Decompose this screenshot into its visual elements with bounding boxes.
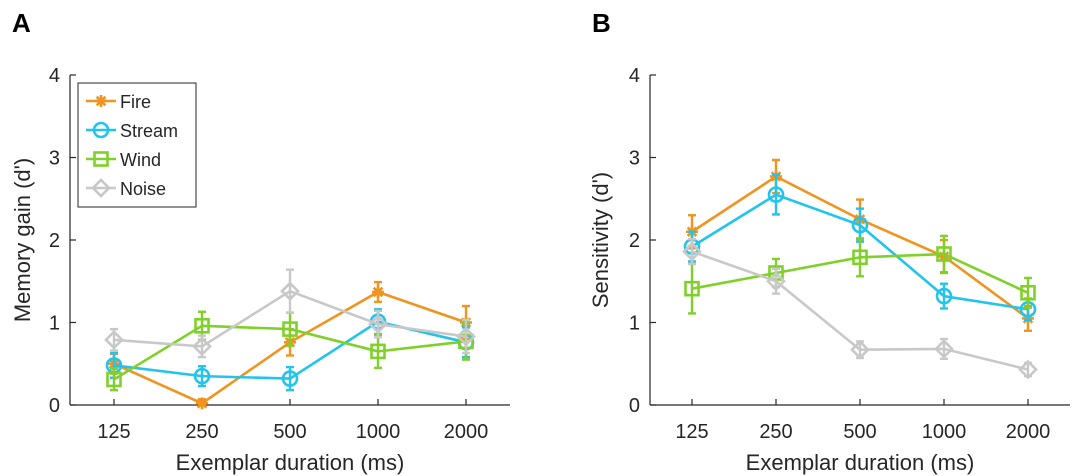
legend-label: Fire xyxy=(120,92,151,112)
data-point xyxy=(684,280,700,297)
data-point xyxy=(934,339,954,359)
error-bar xyxy=(856,237,864,278)
y-tick-label: 0 xyxy=(629,395,640,417)
data-point xyxy=(852,249,868,266)
data-point xyxy=(106,371,122,388)
legend-label: Wind xyxy=(120,150,161,170)
error-bar xyxy=(772,173,780,216)
data-point xyxy=(192,336,212,357)
series-noise xyxy=(104,268,476,359)
data-point xyxy=(281,370,299,387)
data-point xyxy=(372,285,384,298)
data-point xyxy=(682,241,702,262)
y-tick-label: 4 xyxy=(49,65,60,87)
data-point xyxy=(104,329,124,350)
error-bar xyxy=(286,268,294,314)
chart-panel-a: 0 1 2 3 4 125 250 500 1000 2000 Exemplar duration … xyxy=(10,65,510,475)
x-tick-label: 1000 xyxy=(922,421,967,443)
y-axis-label: Sensitivity (d') xyxy=(588,172,613,308)
x-tick-label: 250 xyxy=(759,421,792,443)
legend-item-noise: Noise xyxy=(86,178,166,199)
x-tick-label: 250 xyxy=(185,421,218,443)
data-point xyxy=(456,326,476,347)
y-tick-label: 2 xyxy=(49,230,60,252)
y-tick-label: 3 xyxy=(629,148,640,170)
data-point xyxy=(193,367,211,385)
y-tick-label: 1 xyxy=(49,313,60,335)
legend-marker xyxy=(91,178,111,198)
x-tick-label: 125 xyxy=(97,421,130,443)
x-tick-label: 500 xyxy=(843,421,876,443)
legend-marker xyxy=(95,95,107,107)
error-bar xyxy=(462,318,470,355)
data-point xyxy=(766,271,786,292)
legend-item-fire: Fire xyxy=(86,92,151,112)
data-point xyxy=(935,287,953,305)
data-point xyxy=(282,321,298,337)
x-tick-label: 125 xyxy=(675,421,708,443)
legend-item-wind: Wind xyxy=(86,150,161,170)
y-tick-label: 0 xyxy=(49,395,60,417)
legend: Fire Stream Wind Noise xyxy=(77,82,197,208)
x-axis-label: Exemplar duration (ms) xyxy=(746,450,975,475)
error-bar xyxy=(1024,276,1032,309)
x-tick-label: 2000 xyxy=(444,421,489,443)
x-tick-label: 2000 xyxy=(1006,421,1051,443)
x-tick-label: 1000 xyxy=(356,421,401,443)
legend-marker xyxy=(93,151,109,167)
data-point xyxy=(368,314,388,334)
x-axis-label: Exemplar duration (ms) xyxy=(176,450,405,475)
error-bar xyxy=(940,234,948,274)
y-tick-label: 1 xyxy=(629,313,640,335)
data-point xyxy=(1020,284,1036,301)
data-point xyxy=(370,343,386,360)
data-point xyxy=(194,317,210,334)
chart-panel-b: 0 1 2 3 4 125 250 500 1000 2000 Exemplar duration … xyxy=(588,65,1070,475)
data-point xyxy=(1018,359,1038,380)
data-point xyxy=(767,186,785,203)
panel-letter-a: A xyxy=(12,8,31,38)
legend-marker xyxy=(92,121,110,139)
y-axis-label: Memory gain (d') xyxy=(10,158,35,322)
x-tick-label: 500 xyxy=(273,421,306,443)
data-point xyxy=(280,281,300,301)
data-point xyxy=(850,339,870,360)
series-noise xyxy=(682,237,1038,380)
y-tick-label: 2 xyxy=(629,230,640,252)
legend-item-stream: Stream xyxy=(86,121,178,141)
legend-label: Stream xyxy=(120,121,178,141)
data-point xyxy=(196,397,208,410)
data-point xyxy=(851,216,869,234)
y-tick-label: 4 xyxy=(629,65,640,87)
data-point xyxy=(936,246,952,262)
y-tick-label: 3 xyxy=(49,148,60,170)
legend-label: Noise xyxy=(120,179,166,199)
panel-letter-b: B xyxy=(592,8,611,38)
